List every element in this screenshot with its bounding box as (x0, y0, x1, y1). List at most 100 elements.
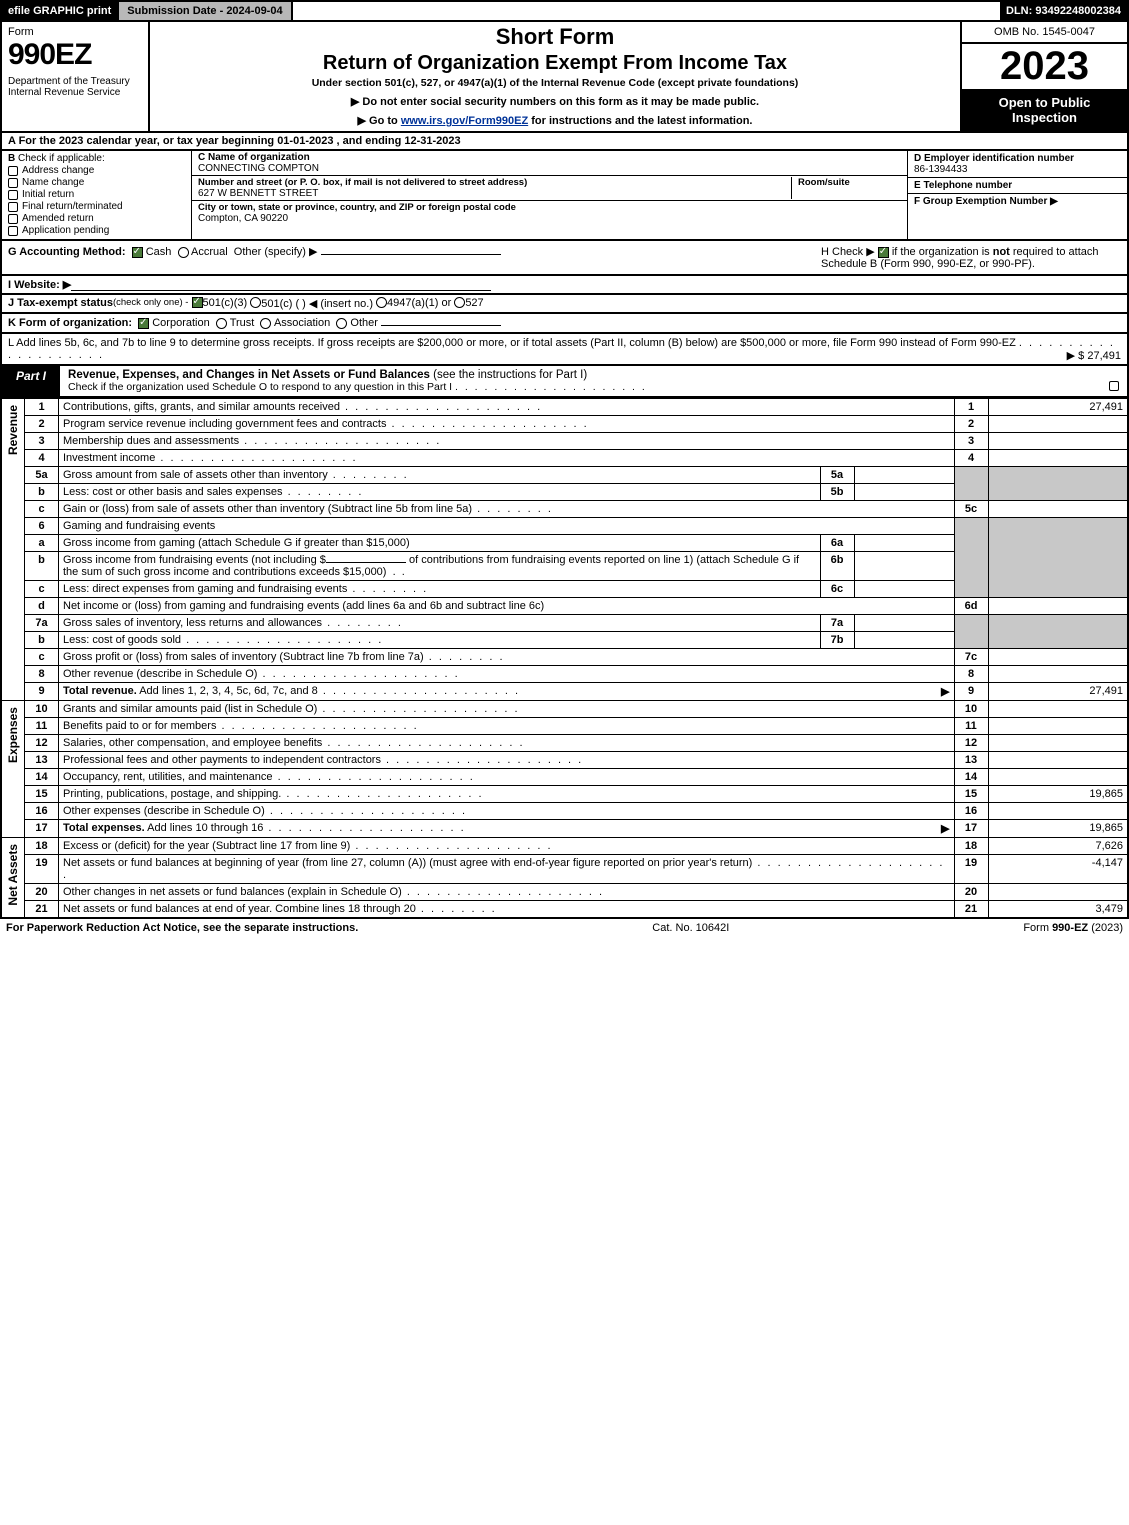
c-city-label: City or town, state or province, country… (198, 202, 901, 213)
part1-sub-dots (455, 381, 647, 393)
cb-schedule-o[interactable] (1109, 381, 1119, 391)
cb-application-pending[interactable] (8, 226, 18, 236)
c-name-label: C Name of organization (198, 152, 901, 163)
g-other-line[interactable] (321, 254, 501, 255)
h-post-pre: if the organization is (892, 246, 993, 258)
ln8-desc: Other revenue (describe in Schedule O) (63, 668, 257, 680)
expenses-side-label: Expenses (6, 703, 20, 767)
footer-right-bold: 990-EZ (1052, 922, 1088, 934)
b-column: B Check if applicable: Address change Na… (2, 151, 192, 239)
ln2-rn: 2 (954, 416, 988, 433)
footer-right-post: (2023) (1088, 922, 1123, 934)
line-13: 13Professional fees and other payments t… (1, 752, 1128, 769)
line-2: 2 Program service revenue including gove… (1, 416, 1128, 433)
ln5a-val[interactable] (854, 467, 954, 484)
ln6-desc: Gaming and fundraising events (59, 518, 955, 535)
ln6a-val[interactable] (854, 535, 954, 552)
ln13-desc: Professional fees and other payments to … (63, 754, 381, 766)
ln10-desc: Grants and similar amounts paid (list in… (63, 703, 317, 715)
k-opt3: Other (350, 317, 378, 329)
line-11: 11Benefits paid to or for members11 (1, 718, 1128, 735)
ln14-amt (988, 769, 1128, 786)
line-9: 9 Total revenue. Add lines 1, 2, 3, 4, 5… (1, 683, 1128, 701)
ln5c-amt (988, 501, 1128, 518)
h-text: H Check ▶ (821, 246, 875, 258)
ln14-rn: 14 (954, 769, 988, 786)
cb-accrual[interactable] (178, 247, 189, 258)
i-row: I Website: ▶ (0, 276, 1129, 295)
f-group-label: F Group Exemption Number ▶ (914, 196, 1121, 207)
line-10: Expenses 10 Grants and similar amounts p… (1, 701, 1128, 718)
efile-print-label[interactable]: efile GRAPHIC print (2, 2, 117, 20)
ln5b-i: 5b (820, 484, 854, 501)
l-text: L Add lines 5b, 6c, and 7b to line 9 to … (8, 337, 1016, 349)
form-word: Form (8, 26, 142, 38)
g-cash: Cash (146, 246, 172, 258)
ln6b-val[interactable] (854, 552, 954, 581)
cb-501c[interactable] (250, 297, 261, 308)
ln12-rn: 12 (954, 735, 988, 752)
ln17-rn: 17 (954, 820, 988, 838)
j-opt3: 4947(a)(1) or (387, 297, 451, 310)
ln16-amt (988, 803, 1128, 820)
ln6c-val[interactable] (854, 581, 954, 598)
ln11-amt (988, 718, 1128, 735)
cb-4947[interactable] (376, 297, 387, 308)
k-other-line[interactable] (381, 325, 501, 326)
cb-corp[interactable] (138, 318, 149, 329)
b-hdr: B (8, 153, 15, 164)
b-item-3: Final return/terminated (22, 201, 123, 212)
ln6c-i: 6c (820, 581, 854, 598)
k-opt2: Association (274, 317, 330, 329)
ln5b-val[interactable] (854, 484, 954, 501)
line-8: 8 Other revenue (describe in Schedule O)… (1, 666, 1128, 683)
ln7b-val[interactable] (854, 632, 954, 649)
ln7a-val[interactable] (854, 615, 954, 632)
org-name: CONNECTING COMPTON (198, 163, 901, 174)
cb-initial-return[interactable] (8, 190, 18, 200)
ln7c-amt (988, 649, 1128, 666)
def-column: D Employer identification number 86-1394… (907, 151, 1127, 239)
cb-527[interactable] (454, 297, 465, 308)
revenue-side-label: Revenue (6, 401, 20, 459)
instruct-1: ▶ Do not enter social security numbers o… (154, 95, 956, 108)
ln6d-rn: 6d (954, 598, 988, 615)
cb-final-return[interactable] (8, 202, 18, 212)
cb-trust[interactable] (216, 318, 227, 329)
ln17-desc: Add lines 10 through 16 (147, 822, 263, 834)
cb-address-change[interactable] (8, 166, 18, 176)
ln15-desc: Printing, publications, postage, and shi… (63, 788, 281, 800)
form-number: 990EZ (8, 38, 142, 72)
ln17-arrow: ▶ (941, 822, 949, 835)
line-12: 12Salaries, other compensation, and empl… (1, 735, 1128, 752)
cb-h[interactable] (878, 247, 889, 258)
cb-cash[interactable] (132, 247, 143, 258)
website-line[interactable] (71, 278, 491, 291)
c-street-label: Number and street (or P. O. box, if mail… (198, 177, 791, 188)
ln15-rn: 15 (954, 786, 988, 803)
cb-name-change[interactable] (8, 178, 18, 188)
l-row: L Add lines 5b, 6c, and 7b to line 9 to … (0, 334, 1129, 366)
irs-link[interactable]: www.irs.gov/Form990EZ (401, 115, 528, 127)
part1-sub-text: Check if the organization used Schedule … (68, 381, 452, 393)
footer-right-pre: Form (1023, 922, 1052, 934)
ln9-desc: Add lines 1, 2, 3, 4, 5c, 6d, 7c, and 8 (139, 685, 318, 697)
part1-title-note: (see the instructions for Part I) (433, 369, 587, 381)
g-other: Other (specify) ▶ (234, 246, 318, 258)
part1-header: Part I Revenue, Expenses, and Changes in… (0, 366, 1129, 398)
line-15: 15 Printing, publications, postage, and s… (1, 786, 1128, 803)
ln6b-amt-line[interactable] (326, 562, 406, 563)
line-14: 14Occupancy, rent, utilities, and mainte… (1, 769, 1128, 786)
ln18-rn: 18 (954, 838, 988, 855)
cb-amended-return[interactable] (8, 214, 18, 224)
l-amount: ▶ $ 27,491 (1067, 349, 1121, 362)
cb-other-org[interactable] (336, 318, 347, 329)
ln19-desc: Net assets or fund balances at beginning… (63, 857, 752, 869)
cb-501c3[interactable] (192, 297, 203, 308)
cb-assoc[interactable] (260, 318, 271, 329)
part1-title: Revenue, Expenses, and Changes in Net As… (60, 366, 1127, 396)
bcdef-block: B Check if applicable: Address change Na… (0, 151, 1129, 241)
j-opt1: 501(c)(3) (203, 297, 248, 310)
b-item-4: Amended return (22, 213, 94, 224)
dept-label: Department of the Treasury Internal Reve… (8, 76, 142, 98)
